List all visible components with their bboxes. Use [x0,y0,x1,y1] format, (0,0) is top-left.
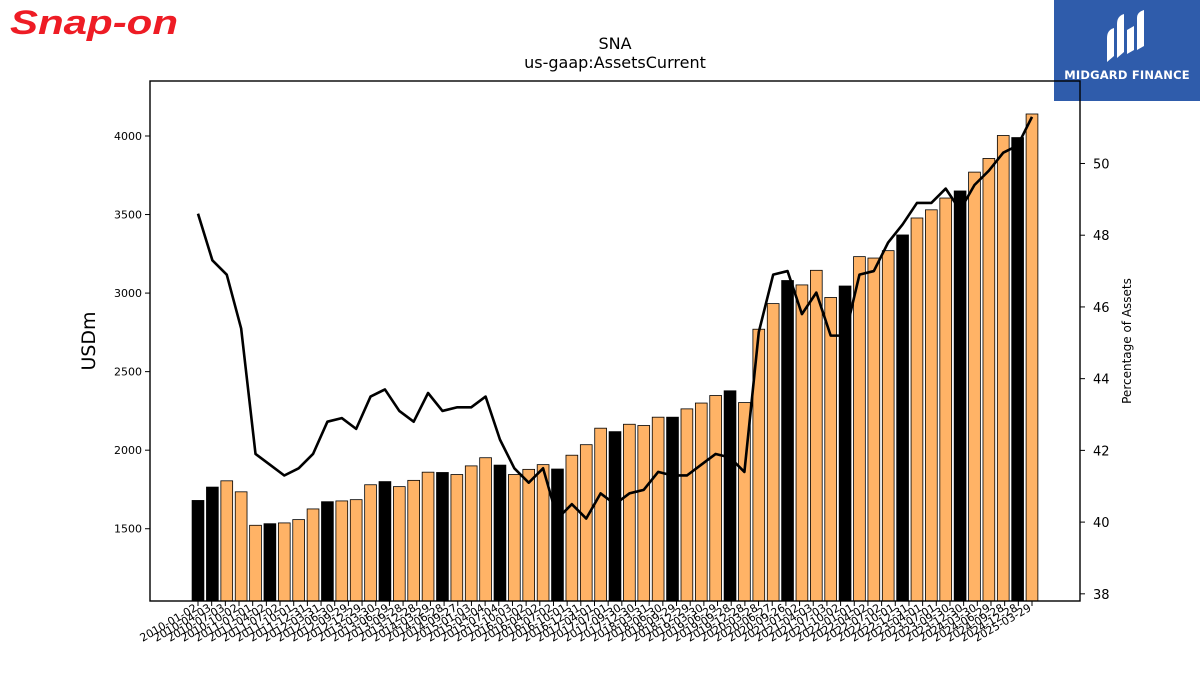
bar [335,500,349,602]
bar [723,390,737,602]
bar [522,468,536,602]
bar [565,454,579,602]
plot-frame [149,80,1081,602]
bar [393,486,406,602]
bar [666,416,679,602]
bar [853,256,866,602]
bar [867,257,881,602]
y-tick-label: 2000 [114,444,142,457]
bar [220,480,234,602]
bar [249,524,262,602]
chart-subtitle: us-gaap:AssetsCurrent [524,53,706,72]
y-tick-label: 3000 [114,287,142,300]
bar [191,500,205,602]
y-tick-label: 4000 [114,130,142,143]
bar [508,474,521,602]
y2-axis-label: Percentage of Assets [1120,278,1134,404]
bar [493,464,507,602]
bar [881,250,895,602]
bar [651,416,665,602]
bar [968,171,981,602]
bar [1011,137,1024,602]
bar [421,471,435,602]
bar [982,158,996,602]
bar [939,197,953,602]
midgard-logo-icon [1107,10,1144,62]
bar [766,303,780,602]
snap-on-logo: Snap-on [10,4,178,42]
bar [378,481,392,602]
bar [263,523,277,602]
bar [234,491,248,602]
y2-tick-label: 50 [1093,157,1110,172]
bar [551,468,564,602]
y-tick-label: 1500 [114,523,142,536]
bar [306,508,320,602]
bar [579,444,593,602]
y2-tick-label: 46 [1093,301,1110,316]
y2-tick-label: 42 [1093,444,1110,459]
bar [450,474,464,602]
bar [364,484,377,602]
bar [292,519,305,602]
svg-text:Snap-on: Snap-on [10,4,178,42]
bar [608,431,622,602]
bar [436,472,449,602]
y2-tick-label: 38 [1093,588,1110,603]
y-tick-label: 2500 [114,366,142,379]
bar [206,486,219,602]
bar [781,280,794,602]
y-tick-label: 3500 [114,209,142,222]
bar [349,499,363,602]
bar [910,217,924,602]
bar [709,395,722,602]
bar [694,402,708,602]
bar [623,423,636,602]
chart-title: SNA [598,34,631,53]
bar [953,190,967,602]
bar [925,209,938,602]
bar [277,522,291,602]
badge-label: MIDGARD FINANCE [1064,68,1190,82]
bar [795,284,809,602]
bar [896,234,909,602]
percentage-line [196,116,1034,520]
bar [464,465,478,602]
bar [594,427,607,602]
bar [407,479,420,602]
bar [996,135,1010,602]
bar [479,457,492,602]
bar [1025,113,1039,602]
bar [810,269,823,602]
bar [680,408,694,602]
bar [321,501,334,602]
midgard-finance-badge: MIDGARD FINANCE [1054,0,1200,101]
y-axis-label: USDm [78,311,100,370]
bar [637,425,651,602]
bar [824,297,837,602]
y2-tick-label: 48 [1093,229,1110,244]
y2-tick-label: 40 [1093,516,1110,531]
y2-tick-label: 44 [1093,373,1110,388]
